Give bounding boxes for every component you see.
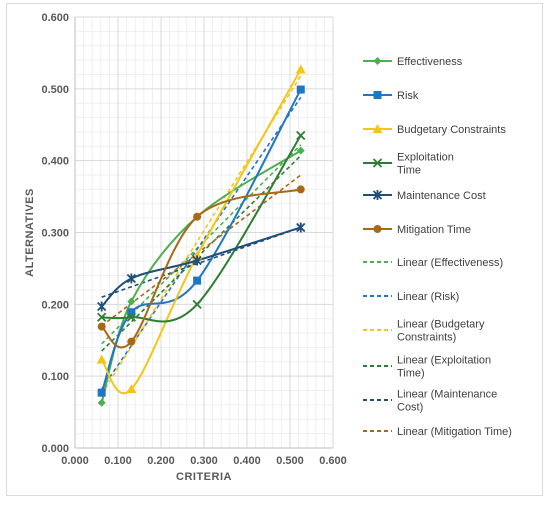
y-tick-label: 0.400: [41, 156, 69, 168]
legend-label-line: Time): [397, 368, 425, 380]
data-point-circle: [127, 337, 136, 346]
data-point-circle: [97, 322, 106, 331]
legend-label-12: Linear (Mitigation Time): [397, 426, 512, 438]
legend-label-6: Mitigation Time: [397, 224, 471, 236]
legend-label-line: Linear (Effectiveness): [397, 257, 503, 269]
data-point-star: [296, 222, 306, 233]
x-tick-label: 0.100: [104, 455, 132, 467]
legend-marker-diamond: [373, 57, 382, 65]
legend-label-7: Linear (Effectiveness): [397, 257, 503, 269]
legend-label-line: Exploitation: [397, 152, 454, 164]
data-point-diamond: [296, 146, 305, 155]
data-point-star: [192, 255, 202, 266]
data-point-triangle: [126, 384, 137, 394]
legend-label-line: Mitigation Time: [397, 224, 471, 236]
data-point-square: [127, 308, 136, 317]
series-lines: [100, 68, 302, 404]
legend-label-1: Effectiveness: [397, 56, 463, 68]
data-point-square: [97, 388, 106, 397]
legend-label-line: Linear (Budgetary: [397, 319, 485, 331]
chart-frame: [6, 3, 543, 496]
data-point-circle: [296, 185, 305, 194]
legend-label-4: Exploitation Time: [397, 152, 454, 177]
x-tick-label: 0.000: [61, 455, 89, 467]
y-tick-label: 0.200: [41, 299, 69, 311]
legend-label-line: Maintenance Cost: [397, 190, 486, 202]
legend-marker-star: [372, 190, 383, 200]
y-tick-label: 0.100: [41, 371, 69, 383]
series-line-3: [100, 68, 302, 394]
series-line-4: [101, 135, 302, 323]
legend-label-line: Cost): [397, 402, 423, 414]
x-tick-label: 0.200: [147, 455, 175, 467]
legend-label-3: Budgetary Constraints: [397, 124, 506, 136]
data-point-circle: [193, 212, 202, 221]
x-tick-label: 0.500: [276, 455, 304, 467]
legend-label-line: Linear (Mitigation Time): [397, 426, 512, 438]
x-axis-title: CRITERIA: [176, 471, 232, 483]
legend-label-line: Time: [397, 165, 421, 177]
legend-label-line: Budgetary Constraints: [397, 124, 506, 136]
y-tick-label: 0.600: [41, 12, 69, 24]
y-axis-title: ALTERNATIVES: [24, 188, 36, 277]
data-point-star: [97, 301, 107, 312]
y-tick-label: 0.300: [41, 228, 69, 240]
legend: Effectiveness Risk Budgetary Constraints Ex…: [363, 56, 512, 438]
y-tick-label: 0.500: [41, 84, 69, 96]
legend-label-line: Linear (Maintenance: [397, 389, 497, 401]
data-point-x: [97, 312, 107, 322]
series-line-5: [100, 226, 302, 308]
data-point-x: [296, 130, 306, 141]
data-point-diamond: [97, 398, 106, 407]
legend-label-10: Linear (Exploitation Time): [397, 355, 491, 380]
y-tick-label: 0.000: [41, 443, 69, 455]
data-point-triangle: [295, 64, 306, 74]
legend-label-line: Effectiveness: [397, 56, 463, 68]
data-point-star: [126, 273, 136, 284]
legend-label-line: Linear (Exploitation: [397, 355, 491, 367]
trendline-4: [101, 155, 302, 352]
series-line-6: [100, 188, 302, 349]
legend-marker-x: [372, 158, 383, 168]
legend-label-9: Linear (Budgetary Constraints): [397, 319, 485, 344]
x-tick-label: 0.600: [319, 455, 347, 467]
markers: [96, 64, 306, 407]
x-tick-label: 0.300: [190, 455, 218, 467]
data-point-square: [296, 85, 305, 94]
legend-label-8: Linear (Risk): [397, 291, 459, 303]
data-point-diamond: [127, 297, 136, 306]
legend-marker-square: [373, 91, 382, 99]
legend-marker-circle: [373, 225, 382, 233]
legend-label-5: Maintenance Cost: [397, 190, 486, 202]
legend-marker-triangle: [372, 124, 383, 133]
data-point-triangle: [96, 354, 107, 364]
data-point-x: [192, 299, 202, 309]
x-tick-label: 0.400: [233, 455, 261, 467]
legend-label-11: Linear (Maintenance Cost): [397, 389, 497, 414]
data-point-square: [193, 276, 202, 285]
axes: [74, 17, 333, 449]
legend-label-2: Risk: [397, 90, 419, 102]
data-point-x: [126, 312, 136, 322]
legend-label-line: Constraints): [397, 332, 456, 344]
x-tick-labels: 0.000 0.100 0.200 0.300 0.400 0.500 0.600: [61, 455, 347, 467]
legend-label-line: Linear (Risk): [397, 291, 459, 303]
legend-label-line: Risk: [397, 90, 419, 102]
y-tick-labels: 0.000 0.100 0.200 0.300 0.400 0.500 0.600: [41, 12, 69, 455]
